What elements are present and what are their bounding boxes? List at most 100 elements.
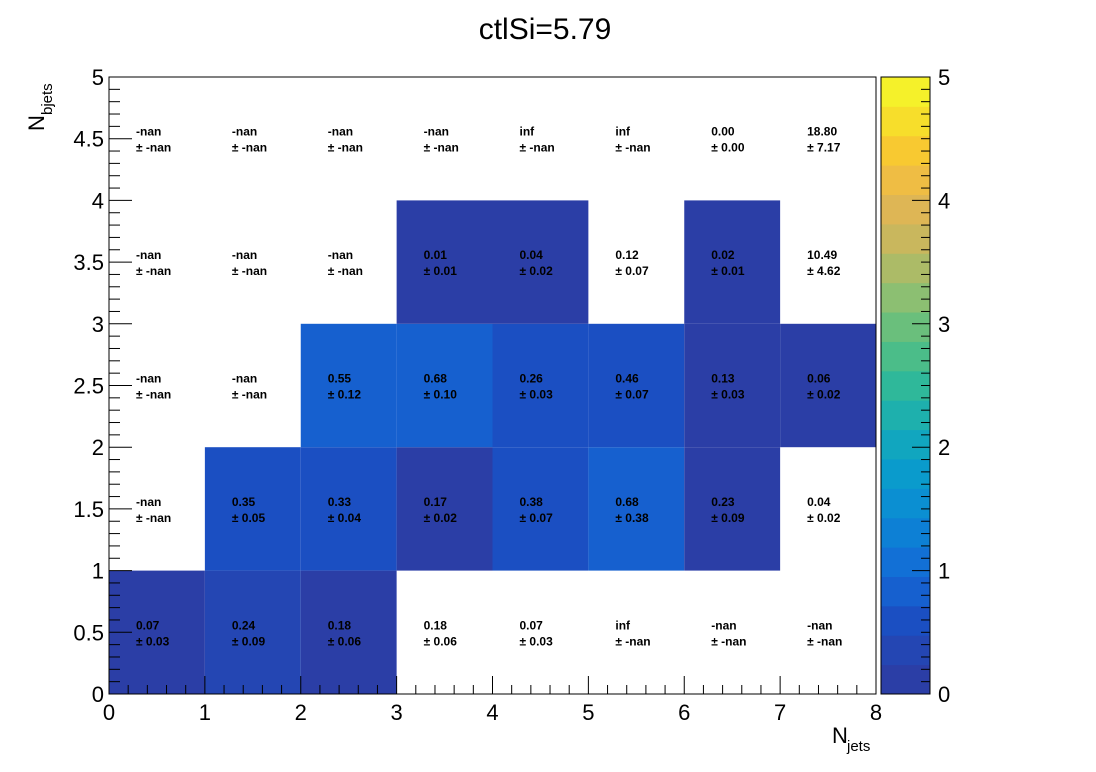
cell-error-label: ± 0.05 [232,511,266,525]
heatmap-cell [684,323,781,448]
cell-error-label: ± 0.09 [711,511,745,525]
svg-text:jets: jets [846,738,870,755]
x-tick-label: 6 [678,700,690,725]
color-scale-segment [881,429,930,460]
y-tick-label: 0 [92,682,104,707]
heatmap-cells [109,200,876,694]
cell-value-label: 0.26 [520,372,544,386]
y-tick-label: 2.5 [73,374,104,399]
color-scale-segment [881,517,930,548]
y-tick-label: 3.5 [73,250,104,275]
color-scale-segment [881,77,930,107]
cell-value-label: 0.02 [711,248,735,262]
cell-value-label: 18.80 [807,125,837,139]
cell-error-label: ± 0.00 [711,141,745,155]
heatmap-cell [204,570,301,694]
x-tick-label: 1 [199,700,211,725]
heatmap-cell [684,200,781,324]
cell-value-label: 0.35 [232,495,256,509]
heatmap-cell [492,447,589,571]
cell-value-label: inf [615,125,631,139]
cell-value-label: 0.18 [328,618,352,632]
cell-value-label: 0.17 [424,495,448,509]
heatmap-cell [396,447,493,571]
x-axis-label: N jets [832,723,870,755]
cell-value-label: 0.38 [520,495,544,509]
cell-value-label: 0.68 [424,372,448,386]
cell-error-label: ± 0.38 [615,511,649,525]
cell-error-label: ± 0.03 [520,388,554,402]
cell-value-label: 0.24 [232,618,256,632]
color-scale-tick-label: 0 [938,682,950,707]
y-tick-label: 1 [92,559,104,584]
cell-error-label: ± 0.04 [328,511,362,525]
y-axis: 0 0.5 1 1.5 2 2.5 3 3.5 4 4.5 5 [73,65,132,707]
cell-error-label: ± -nan [328,141,363,155]
color-scale-tick-label: 1 [938,559,950,584]
cell-value-label: 0.55 [328,372,352,386]
cell-value-label: 0.04 [807,495,831,509]
cell-error-label: ± 0.12 [328,388,362,402]
heatmap-cell [204,447,301,571]
color-scale-segment [881,547,930,577]
cell-error-label: ± 0.07 [615,388,649,402]
color-scale-segment [881,282,930,313]
color-scale-segment [881,165,930,196]
cell-labels: 0.07 ± 0.03 0.24 ± 0.09 0.18 ± 0.06 0.18 ± 0.06… [136,125,842,649]
chart-title: ctlSi=5.79 [479,13,612,46]
cell-error-label: ± 7.17 [807,141,841,155]
color-scale-segment [881,488,930,519]
color-scale-segment [881,223,930,254]
cell-error-label: ± -nan [424,141,459,155]
cell-error-label: ± -nan [136,264,171,278]
cell-value-label: 0.68 [615,495,639,509]
cell-value-label: 0.23 [711,495,735,509]
cell-error-label: ± 0.07 [615,264,649,278]
cell-value-label: -nan [328,248,353,262]
cell-value-label: 0.33 [328,495,352,509]
cell-error-label: ± -nan [232,141,267,155]
y-axis-label: N bjets [24,83,56,131]
color-scale-tick-label: 3 [938,312,950,337]
cell-value-label: -nan [232,372,257,386]
cell-error-label: ± 0.02 [424,511,458,525]
color-scale-segment [881,635,930,666]
color-scale-bar: 0 1 2 3 4 5 [880,65,950,707]
cell-error-label: ± 0.03 [520,634,554,648]
cell-error-label: ± 0.02 [807,388,841,402]
svg-text:N: N [24,115,49,131]
cell-error-label: ± -nan [136,388,171,402]
heatmap-cell [780,323,876,448]
cell-value-label: 0.06 [807,372,831,386]
cell-value-label: 0.07 [136,618,160,632]
heatmap-cell [492,323,589,448]
cell-value-label: 0.18 [424,618,448,632]
cell-error-label: ± 0.06 [424,634,458,648]
cell-error-label: ± -nan [136,141,171,155]
color-scale-segment [881,312,930,342]
cell-error-label: ± -nan [807,634,842,648]
cell-value-label: -nan [328,125,353,139]
x-axis: 0 1 2 3 4 5 6 7 8 [103,676,882,725]
color-scale-segment [881,605,930,636]
cell-error-label: ± 0.03 [711,388,745,402]
heatmap-cell [300,323,397,448]
heatmap-cell [300,447,397,571]
cell-value-label: -nan [136,495,161,509]
cell-error-label: ± -nan [232,264,267,278]
x-tick-label: 0 [103,700,115,725]
cell-error-label: ± 0.01 [711,264,745,278]
svg-text:N: N [832,723,848,748]
color-scale-segment [881,400,930,431]
cell-error-label: ± -nan [232,388,267,402]
color-scale-tick-label: 5 [938,65,950,90]
cell-value-label: 0.13 [711,372,735,386]
cell-error-label: ± 0.02 [807,511,841,525]
y-tick-label: 5 [92,65,104,90]
cell-value-label: inf [520,125,536,139]
y-tick-label: 1.5 [73,497,104,522]
heatmap-cell [684,447,781,571]
cell-error-label: ± 0.07 [520,511,554,525]
cell-value-label: -nan [136,372,161,386]
cell-value-label: -nan [711,618,736,632]
